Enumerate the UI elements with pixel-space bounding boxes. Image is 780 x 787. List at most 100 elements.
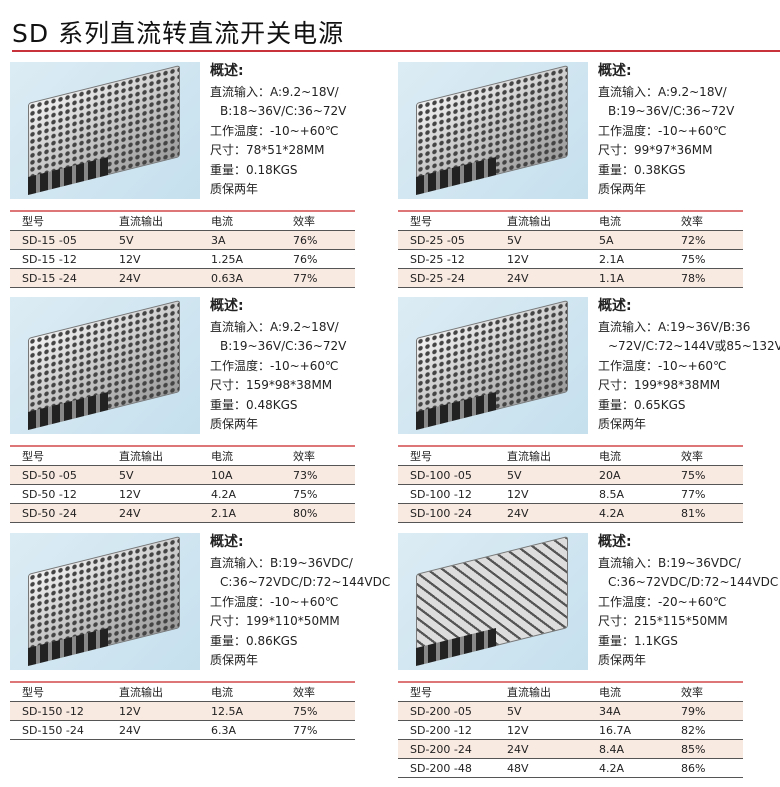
column-header: 直流输出 xyxy=(507,215,551,228)
table-row: SD-25 -24 24V 1.1A 78% xyxy=(398,268,743,288)
table-row: SD-150 -24 24V 6.3A 77% xyxy=(10,720,355,740)
table-cell: 12.5A xyxy=(199,701,281,721)
spec-line: 概述: xyxy=(210,63,244,79)
table-cell: 73% xyxy=(281,465,355,485)
table-row: SD-15 -05 5V 3A 76% xyxy=(10,230,355,250)
table-row: SD-200 -24 24V 8.4A 85% xyxy=(398,739,743,759)
spec-list: 概述: 直流输入：A:9.2~18V/B:18~36V/C:36~72V 工作温度：… xyxy=(210,62,346,200)
product-photo xyxy=(10,297,200,434)
table-row: SD-25 -12 12V 2.1A 75% xyxy=(398,249,743,269)
spec-line: 尺寸：99*97*36MM xyxy=(598,143,713,157)
spec-line: 重量：0.48KGS xyxy=(210,397,298,412)
spec-table: 型号 直流输出 电流 效率 SD-50 -05 5V 10A 73% SD-50 -12 12V 4… xyxy=(10,445,355,523)
table-cell: SD-200 -24 xyxy=(398,739,495,759)
spec-line: ~72V/C:72~144V或85~132VAC xyxy=(608,339,780,353)
spec-table: 型号 直流输出 电流 效率 SD-100 -05 5V 20A 75% SD-100 -12 12… xyxy=(398,445,743,523)
spec-line: B:18~36V/C:36~72V xyxy=(220,104,347,118)
column-header: 型号 xyxy=(22,450,44,463)
spec-table: 型号 直流输出 电流 效率 SD-15 -05 5V 3A 76% SD-15 -12 12V 1.… xyxy=(10,210,355,288)
table-row: SD-200 -12 12V 16.7A 82% xyxy=(398,720,743,740)
column-header: 电流 xyxy=(211,215,233,228)
table-cell: 76% xyxy=(281,230,355,250)
table-cell: 77% xyxy=(281,268,355,288)
page-title: SD 系列直流转直流开关电源 xyxy=(12,19,345,48)
spec-line: 直流输入：A:9.2~18V/ xyxy=(210,319,339,334)
table-cell: 0.63A xyxy=(199,268,281,288)
spec-line: 直流输入：A:19~36V/B:36 xyxy=(598,319,751,334)
table-cell: 1.25A xyxy=(199,249,281,269)
table-cell: 5A xyxy=(587,230,669,250)
product-photo xyxy=(398,297,588,434)
table-row: SD-25 -05 5V 5A 72% xyxy=(398,230,743,250)
table-cell: 2.1A xyxy=(199,503,281,523)
spec-line: C:36~72VDC/D:72~144VDC xyxy=(608,575,779,589)
spec-line: 工作温度：-10~+60℃ xyxy=(210,123,339,138)
table-row: SD-100 -24 24V 4.2A 81% xyxy=(398,503,743,523)
table-row: SD-50 -12 12V 4.2A 75% xyxy=(10,484,355,504)
table-cell: 79% xyxy=(669,701,743,721)
spec-line: 概述: xyxy=(598,534,632,550)
table-cell: 5V xyxy=(107,230,199,250)
column-header: 型号 xyxy=(410,215,432,228)
table-cell: 2.1A xyxy=(587,249,669,269)
column-header: 电流 xyxy=(599,686,621,699)
table-cell: SD-15 -24 xyxy=(10,268,107,288)
table-cell: 80% xyxy=(281,503,355,523)
spec-line: 工作温度：-20~+60℃ xyxy=(598,594,727,609)
spec-list: 概述: 直流输入：A:9.2~18V/B:19~36V/C:36~72V 工作温度：… xyxy=(210,297,346,435)
table-cell: 1.1A xyxy=(587,268,669,288)
table-cell: 85% xyxy=(669,739,743,759)
table-cell: 81% xyxy=(669,503,743,523)
spec-line: 直流输入：A:9.2~18V/ xyxy=(598,84,727,99)
table-cell: 20A xyxy=(587,465,669,485)
column-header: 效率 xyxy=(681,686,703,699)
column-header: 效率 xyxy=(681,215,703,228)
table-cell: 5V xyxy=(107,465,199,485)
table-row: SD-50 -05 5V 10A 73% xyxy=(10,465,355,485)
table-cell: 34A xyxy=(587,701,669,721)
spec-line: 直流输入：B:19~36VDC/ xyxy=(598,555,741,570)
table-cell: SD-200 -48 xyxy=(398,758,495,778)
table-cell: SD-50 -12 xyxy=(10,484,107,504)
spec-list: 概述: 直流输入：B:19~36VDC/C:36~72VDC/D:72~144VD… xyxy=(210,533,390,671)
column-header: 直流输出 xyxy=(119,215,163,228)
table-cell: 24V xyxy=(107,268,199,288)
table-cell: 77% xyxy=(281,720,355,740)
column-header: 型号 xyxy=(22,215,44,228)
spec-line: 尺寸：199*110*50MM xyxy=(210,614,340,628)
spec-line: 尺寸：199*98*38MM xyxy=(598,378,721,392)
table-cell: 24V xyxy=(495,268,587,288)
table-cell: 24V xyxy=(107,503,199,523)
table-cell: 10A xyxy=(199,465,281,485)
spec-line: C:36~72VDC/D:72~144VDC xyxy=(220,575,391,589)
table-cell: SD-25 -24 xyxy=(398,268,495,288)
spec-line: 质保两年 xyxy=(210,182,259,196)
spec-table: 型号 直流输出 电流 效率 SD-150 -12 12V 12.5A 75% SD-150 -2… xyxy=(10,681,355,740)
spec-line: 重量：0.65KGS xyxy=(598,397,686,412)
spec-list: 概述: 直流输入：A:19~36V/B:36 ~72V/C:72~144V或85~1… xyxy=(598,297,780,435)
table-cell: SD-100 -12 xyxy=(398,484,495,504)
column-header: 效率 xyxy=(293,686,315,699)
table-cell: 82% xyxy=(669,720,743,740)
spec-line: 直流输入：B:19~36VDC/ xyxy=(210,555,353,570)
table-cell: 5V xyxy=(495,230,587,250)
spec-line: 重量：0.18KGS xyxy=(210,162,298,177)
product-photo xyxy=(10,533,200,670)
spec-line: 质保两年 xyxy=(598,653,647,667)
spec-line: 概述: xyxy=(210,534,244,550)
table-cell: SD-150 -12 xyxy=(10,701,107,721)
table-cell: 72% xyxy=(669,230,743,250)
table-cell: SD-200 -05 xyxy=(398,701,495,721)
spec-line: 工作温度：-10~+60℃ xyxy=(210,594,339,609)
column-header: 直流输出 xyxy=(507,450,551,463)
spec-line: 概述: xyxy=(598,63,632,79)
table-cell: 4.2A xyxy=(587,503,669,523)
table-cell: 12V xyxy=(107,249,199,269)
spec-line: 概述: xyxy=(598,298,632,314)
product-photo xyxy=(10,62,200,199)
spec-line: 尺寸：215*115*50MM xyxy=(598,614,728,628)
table-cell: 6.3A xyxy=(199,720,281,740)
column-header: 型号 xyxy=(22,686,44,699)
spec-line: 概述: xyxy=(210,298,244,314)
table-cell: SD-100 -24 xyxy=(398,503,495,523)
